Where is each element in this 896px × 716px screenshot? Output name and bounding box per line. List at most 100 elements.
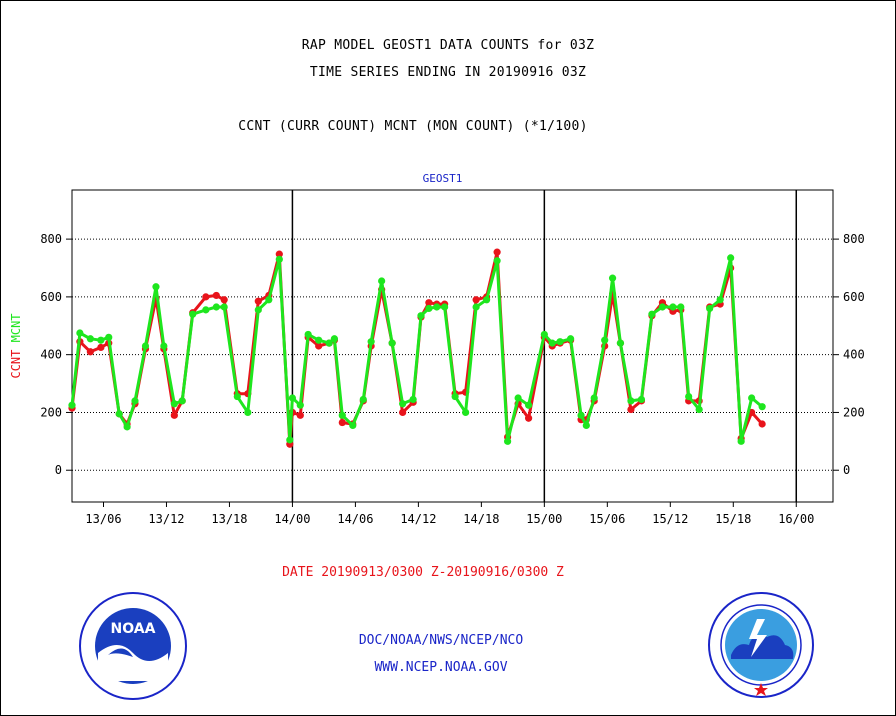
data-point-mcnt — [493, 257, 501, 265]
data-point-mcnt — [378, 277, 386, 285]
data-point-mcnt — [105, 333, 113, 341]
data-point-ccnt — [220, 296, 228, 304]
data-point-mcnt — [76, 329, 84, 337]
data-point-mcnt — [286, 436, 294, 444]
data-point-mcnt — [608, 274, 617, 282]
data-point-ccnt — [254, 297, 262, 305]
credit-website[interactable]: WWW.NCEP.NOAA.GOV — [374, 660, 508, 675]
data-point-ccnt — [202, 293, 210, 301]
data-point-mcnt — [131, 397, 139, 405]
data-point-mcnt — [178, 397, 186, 405]
data-point-mcnt — [367, 338, 375, 346]
data-point-mcnt — [451, 392, 459, 401]
credit-organization: DOC/NOAA/NWS/NCEP/NCO — [358, 633, 524, 648]
data-point-ccnt — [170, 411, 178, 419]
nws-logo — [708, 592, 814, 698]
data-point-mcnt — [296, 401, 304, 409]
data-point-ccnt — [338, 418, 346, 427]
data-point-mcnt — [338, 411, 346, 419]
data-point-mcnt — [577, 411, 585, 419]
x-tick-label: 15/00 — [526, 512, 562, 526]
x-tick-label: 13/18 — [211, 512, 247, 526]
data-point-ccnt — [627, 405, 635, 414]
data-point-mcnt — [212, 303, 220, 311]
data-point-mcnt — [548, 339, 556, 347]
y-tick-label-right: 800 — [843, 232, 865, 246]
data-point-mcnt — [727, 254, 735, 262]
data-point-mcnt — [325, 339, 333, 347]
data-point-mcnt — [441, 303, 449, 311]
data-point-mcnt — [425, 304, 433, 313]
date-range-label: DATE 20190913/0300 Z-20190916/0300 Z — [282, 565, 564, 580]
data-point-mcnt — [141, 342, 150, 350]
data-point-ccnt — [493, 248, 501, 256]
x-tick-label: 13/12 — [148, 512, 184, 526]
data-point-mcnt — [409, 395, 417, 404]
data-point-mcnt — [433, 303, 441, 311]
data-point-ccnt — [525, 414, 533, 422]
data-point-mcnt — [472, 303, 480, 311]
x-tick-label: 14/00 — [274, 512, 310, 526]
data-point-mcnt — [160, 342, 168, 350]
data-point-mcnt — [115, 410, 123, 418]
data-point-mcnt — [601, 336, 609, 344]
chart-subtitle: TIME SERIES ENDING IN 20190916 03Z — [309, 65, 587, 80]
data-point-mcnt — [706, 304, 714, 313]
x-tick-label: 14/18 — [463, 512, 499, 526]
data-point-mcnt — [189, 310, 197, 318]
data-point-ccnt — [399, 408, 407, 417]
x-tick-label: 16/00 — [778, 512, 814, 526]
data-point-mcnt — [582, 421, 590, 430]
y-tick-label-left: 600 — [40, 290, 62, 304]
y-axis-label-mcnt: MCNT — [9, 313, 23, 349]
data-point-ccnt — [758, 420, 766, 428]
data-point-mcnt — [152, 283, 160, 291]
x-tick-label: 14/06 — [337, 512, 373, 526]
data-point-mcnt — [483, 296, 491, 304]
data-point-mcnt — [399, 400, 407, 408]
data-point-ccnt — [97, 343, 105, 352]
data-point-mcnt — [244, 408, 252, 417]
data-point-mcnt — [566, 335, 575, 343]
data-point-mcnt — [677, 303, 685, 311]
data-point-mcnt — [648, 310, 656, 318]
data-point-mcnt — [388, 339, 396, 347]
chart-legend-description: CCNT (CURR COUNT) MCNT (MON COUNT) (*1/1… — [238, 119, 588, 134]
data-point-mcnt — [616, 339, 625, 347]
data-point-mcnt — [716, 296, 724, 304]
x-tick-label: 14/12 — [400, 512, 436, 526]
data-point-mcnt — [86, 335, 94, 343]
data-point-mcnt — [669, 303, 677, 311]
data-point-mcnt — [68, 401, 76, 409]
y-axis-label-ccnt: CCNT — [9, 350, 23, 379]
y-tick-label-left: 800 — [40, 232, 62, 246]
plot-area — [71, 189, 834, 503]
data-point-mcnt — [695, 405, 703, 414]
data-point-mcnt — [315, 336, 323, 344]
data-point-ccnt — [472, 296, 480, 304]
y-tick-label-right: 200 — [843, 405, 865, 419]
data-point-ccnt — [425, 299, 433, 307]
chart-title: RAP MODEL GEOST1 DATA COUNTS for 03Z — [301, 38, 595, 53]
y-tick-label-left: 200 — [40, 405, 62, 419]
y-tick-label-left: 0 — [55, 463, 62, 477]
data-point-mcnt — [330, 335, 339, 343]
data-point-mcnt — [349, 421, 357, 430]
data-point-mcnt — [304, 330, 312, 339]
x-tick-label: 13/06 — [85, 512, 121, 526]
y-tick-label-right: 0 — [843, 463, 850, 477]
data-point-mcnt — [275, 255, 283, 263]
data-point-mcnt — [233, 392, 241, 401]
data-point-mcnt — [288, 394, 297, 402]
data-point-ccnt — [315, 342, 323, 350]
data-point-mcnt — [525, 401, 533, 409]
y-tick-label-right: 400 — [843, 348, 865, 362]
data-point-mcnt — [254, 306, 262, 314]
data-point-mcnt — [417, 312, 425, 320]
y-axis-label: CCNT MCNT — [9, 313, 23, 378]
data-point-mcnt — [123, 423, 131, 431]
data-point-mcnt — [637, 395, 646, 404]
data-point-ccnt — [86, 348, 94, 356]
data-point-mcnt — [504, 437, 512, 445]
